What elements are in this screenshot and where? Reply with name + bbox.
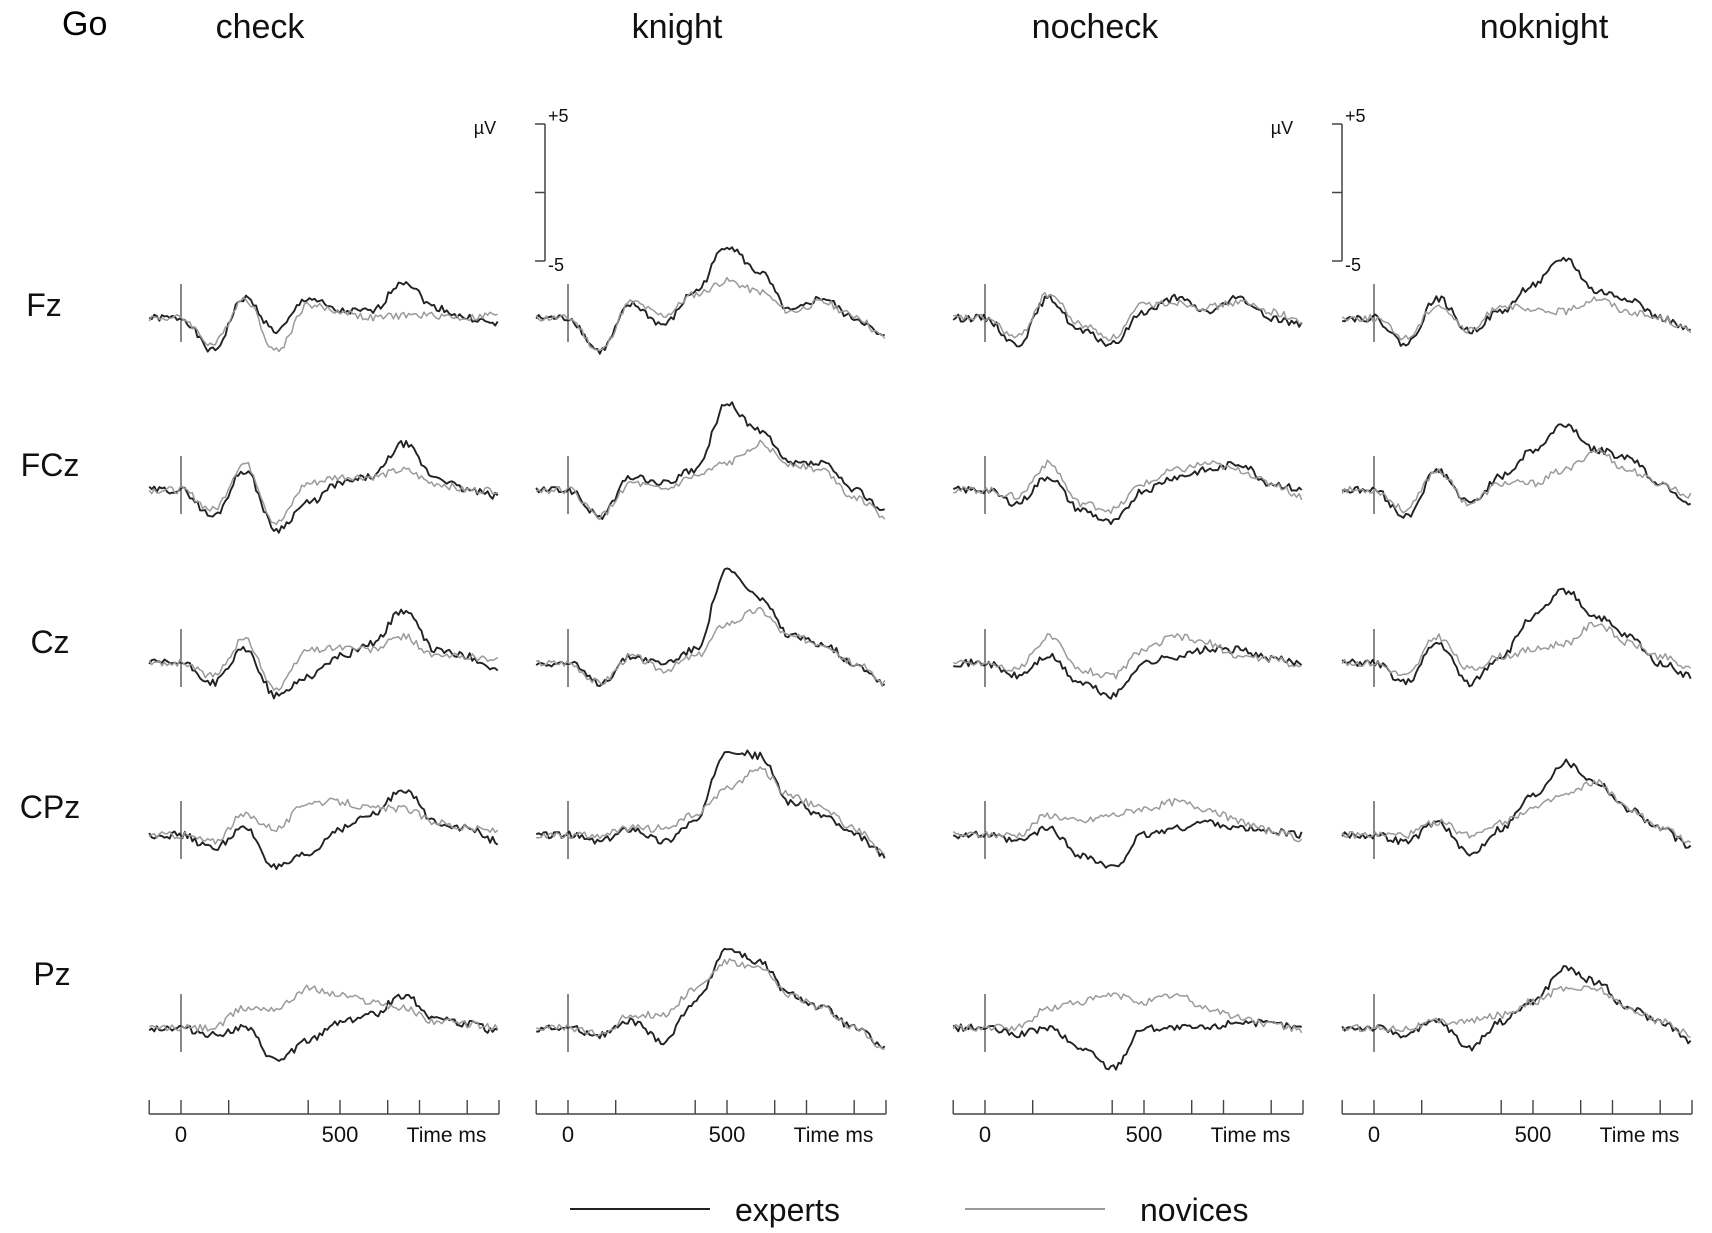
- waveform-panels: [148, 246, 1692, 1071]
- scale-bottom-label: -5: [548, 255, 564, 275]
- tick-label-0: 0: [175, 1122, 187, 1147]
- channel-label-fcz: FCz: [21, 447, 80, 483]
- waveform-experts: [952, 1018, 1302, 1071]
- channel-label-cz: Cz: [30, 624, 69, 660]
- waveform-novices: [535, 439, 886, 521]
- channel-label-pz: Pz: [33, 956, 70, 992]
- time-axis-nocheck: 0 500 Time ms: [952, 1100, 1304, 1147]
- waveform-novices: [536, 766, 886, 855]
- waveform-experts: [952, 461, 1303, 526]
- panel-noknight-pz: [1341, 965, 1692, 1052]
- waveform-novices: [1341, 778, 1692, 844]
- condition-titles: check knight nocheck noknight: [216, 8, 1609, 46]
- channel-label-fz: Fz: [26, 287, 62, 323]
- waveform-experts: [148, 440, 499, 534]
- time-axis-noknight: 0 500 Time ms: [1341, 1100, 1693, 1147]
- waveform-novices: [952, 633, 1303, 680]
- tick-label-0: 0: [1368, 1122, 1380, 1147]
- panel-check-cpz: [148, 789, 499, 871]
- panel-noknight-cpz: [1341, 758, 1692, 859]
- condition-title-nocheck: nocheck: [1032, 8, 1160, 46]
- tick-label-500: 500: [1126, 1122, 1163, 1147]
- panel-check-fz: [148, 281, 499, 353]
- tick-label-0: 0: [562, 1122, 574, 1147]
- stimulus-label: Go: [62, 5, 107, 43]
- waveform-novices: [148, 797, 499, 845]
- waveform-novices: [1341, 447, 1692, 514]
- panel-knight-cpz: [535, 749, 886, 859]
- panel-noknight-cz: [1341, 587, 1692, 688]
- scale-bottom-label: -5: [1345, 255, 1361, 275]
- scale-unit-label: µV: [474, 118, 496, 138]
- tick-label-0: 0: [979, 1122, 991, 1147]
- panel-knight-fz: [535, 246, 886, 355]
- scale-unit-label: µV: [1271, 118, 1293, 138]
- time-axes: 0 500 Time ms 0 500 Time ms 0 500 Time ms 0 500 Tim…: [148, 1100, 1693, 1147]
- scale-bar-1: +5 -5 µV: [474, 106, 569, 275]
- waveform-novices: [148, 984, 499, 1032]
- time-axis-title: Time ms: [407, 1124, 487, 1147]
- waveform-experts: [1341, 423, 1692, 519]
- waveform-novices: [1341, 621, 1692, 677]
- waveform-experts: [952, 818, 1303, 869]
- scale-top-label: +5: [1345, 106, 1366, 126]
- legend-item-novices: novices: [965, 1192, 1249, 1228]
- scale-top-label: +5: [548, 106, 569, 126]
- channel-labels: Fz FCz Cz CPz Pz: [20, 287, 80, 992]
- scale-bar-2: +5 -5 µV: [1271, 106, 1366, 275]
- panel-noknight-fcz: [1341, 423, 1692, 519]
- panel-noknight-fz: [1341, 256, 1692, 347]
- panel-check-pz: [148, 984, 499, 1062]
- waveform-experts: [1341, 587, 1692, 688]
- time-axis-knight: 0 500 Time ms: [535, 1100, 887, 1147]
- waveform-experts: [535, 749, 886, 859]
- legend-item-experts: experts: [570, 1192, 840, 1228]
- voltage-scale-bars: +5 -5 µV +5 -5 µV: [474, 106, 1366, 275]
- time-axis-title: Time ms: [1600, 1124, 1680, 1147]
- tick-label-500: 500: [709, 1122, 746, 1147]
- waveform-experts: [148, 281, 499, 353]
- tick-label-500: 500: [322, 1122, 359, 1147]
- time-axis-title: Time ms: [794, 1124, 874, 1147]
- panel-check-fcz: [148, 440, 499, 534]
- panel-knight-cz: [535, 567, 886, 687]
- panel-knight-fcz: [535, 401, 886, 521]
- panel-nocheck-cz: [952, 629, 1303, 700]
- waveform-novices: [535, 276, 886, 352]
- waveform-novices: [148, 461, 499, 526]
- time-axis-title: Time ms: [1211, 1124, 1291, 1147]
- panel-nocheck-fcz: [952, 456, 1303, 526]
- panel-nocheck-pz: [952, 992, 1303, 1071]
- waveform-novices: [1341, 296, 1692, 341]
- waveform-novices: [535, 606, 886, 687]
- waveform-experts: [1342, 256, 1691, 347]
- time-axis-check: 0 500 Time ms: [148, 1100, 500, 1147]
- waveform-experts: [953, 645, 1303, 700]
- condition-title-noknight: noknight: [1480, 8, 1609, 46]
- waveform-experts: [952, 293, 1303, 348]
- waveform-experts: [148, 608, 499, 700]
- waveform-novices: [148, 632, 499, 691]
- waveform-novices: [953, 459, 1303, 515]
- waveform-novices: [952, 992, 1303, 1034]
- waveform-experts: [148, 993, 499, 1062]
- panel-knight-pz: [535, 947, 886, 1052]
- tick-label-500: 500: [1515, 1122, 1552, 1147]
- waveform-novices: [952, 291, 1302, 342]
- legend: experts novices: [570, 1192, 1249, 1228]
- waveform-novices: [535, 958, 886, 1051]
- channel-label-cpz: CPz: [20, 789, 80, 825]
- legend-label-novices: novices: [1140, 1192, 1249, 1228]
- panel-nocheck-cpz: [952, 798, 1303, 869]
- condition-title-knight: knight: [632, 8, 723, 46]
- legend-label-experts: experts: [735, 1192, 840, 1228]
- waveform-novices: [148, 296, 498, 353]
- panel-check-cz: [148, 608, 499, 700]
- waveform-novices: [1341, 985, 1691, 1039]
- waveform-novices: [952, 798, 1303, 843]
- panel-nocheck-fz: [952, 284, 1303, 348]
- condition-title-check: check: [216, 8, 306, 46]
